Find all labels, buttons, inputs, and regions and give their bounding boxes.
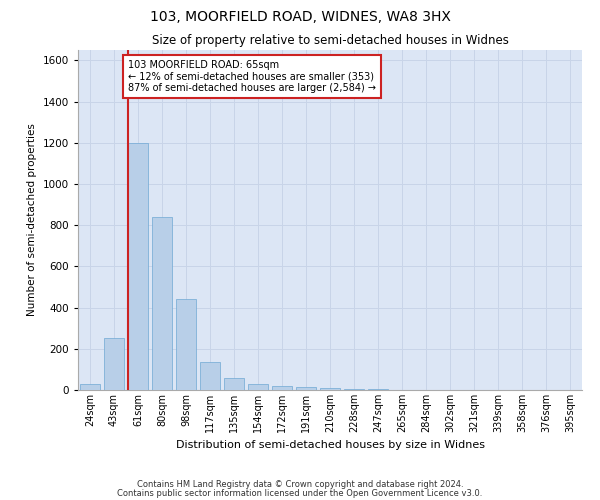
Text: Contains HM Land Registry data © Crown copyright and database right 2024.: Contains HM Land Registry data © Crown c…	[137, 480, 463, 489]
Bar	[224, 378, 244, 390]
Bar	[176, 300, 196, 390]
Y-axis label: Number of semi-detached properties: Number of semi-detached properties	[27, 124, 37, 316]
Bar	[104, 338, 124, 390]
Bar	[272, 386, 292, 390]
X-axis label: Distribution of semi-detached houses by size in Widnes: Distribution of semi-detached houses by …	[176, 440, 485, 450]
Bar	[200, 362, 220, 390]
Bar	[152, 217, 172, 390]
Bar	[320, 388, 340, 390]
Bar	[80, 384, 100, 390]
Text: 103 MOORFIELD ROAD: 65sqm
← 12% of semi-detached houses are smaller (353)
87% of: 103 MOORFIELD ROAD: 65sqm ← 12% of semi-…	[128, 60, 376, 94]
Bar	[128, 142, 148, 390]
Bar	[248, 384, 268, 390]
Bar	[344, 389, 364, 390]
Text: 103, MOORFIELD ROAD, WIDNES, WA8 3HX: 103, MOORFIELD ROAD, WIDNES, WA8 3HX	[149, 10, 451, 24]
Title: Size of property relative to semi-detached houses in Widnes: Size of property relative to semi-detach…	[152, 34, 508, 48]
Bar	[296, 387, 316, 390]
Text: Contains public sector information licensed under the Open Government Licence v3: Contains public sector information licen…	[118, 490, 482, 498]
